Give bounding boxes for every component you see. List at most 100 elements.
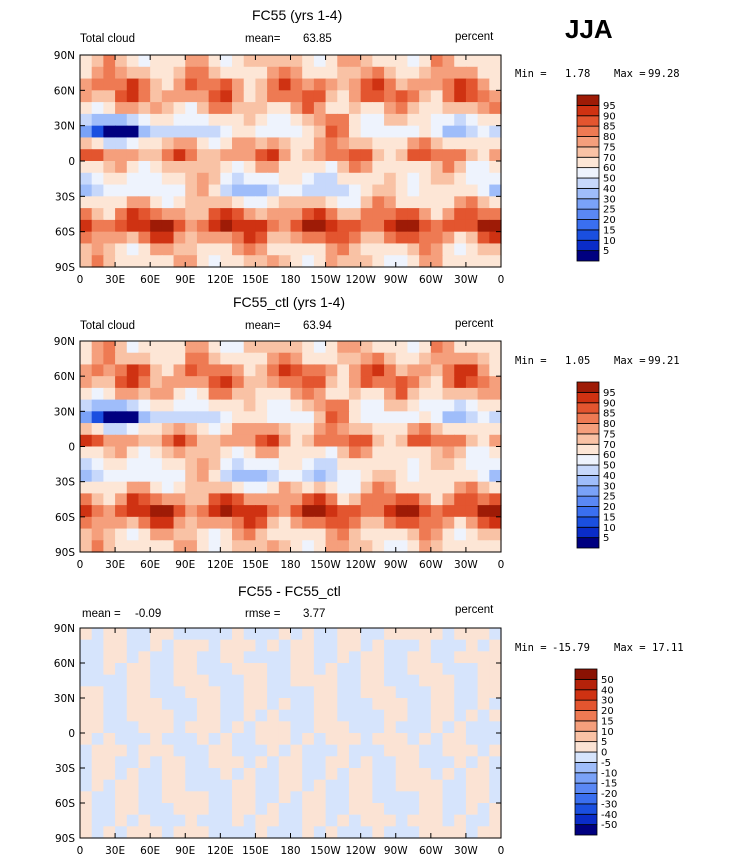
field-cell <box>161 826 175 839</box>
field-cell <box>419 243 432 256</box>
field-cell <box>126 686 140 699</box>
field-cell <box>161 721 175 734</box>
field-cell <box>115 709 128 722</box>
field-cell <box>313 674 327 687</box>
field-cell <box>477 411 490 424</box>
field-cell <box>419 674 432 687</box>
field-cell <box>150 399 163 412</box>
field-cell <box>419 66 432 80</box>
panel-1-min-value: 1.78 <box>565 68 591 80</box>
field-cell <box>80 469 93 483</box>
field-cell <box>103 376 116 389</box>
field-cell <box>313 516 327 530</box>
field-cell <box>337 387 350 401</box>
field-cell <box>208 663 221 676</box>
field-cell <box>161 208 175 221</box>
field-cell <box>419 125 432 139</box>
field-cell <box>477 399 490 412</box>
field-cell <box>115 803 128 816</box>
field-cell <box>407 243 420 256</box>
field-cell <box>477 66 490 80</box>
y-tick-label: 90S <box>55 833 75 845</box>
field-cell <box>243 698 257 711</box>
field-cell <box>196 243 210 256</box>
colorbar-label: 70 <box>603 440 616 451</box>
field-cell <box>208 493 221 506</box>
field-cell <box>337 814 350 827</box>
field-cell <box>360 399 373 412</box>
field-cell <box>185 768 198 781</box>
field-cell <box>161 628 175 641</box>
field-cell <box>103 481 116 494</box>
field-cell <box>313 423 327 436</box>
field-cell <box>407 102 420 115</box>
field-cell <box>454 803 467 816</box>
field-cell <box>115 791 128 804</box>
field-cell <box>173 376 186 389</box>
field-cell <box>255 803 268 816</box>
field-cell <box>489 651 502 664</box>
field-cell <box>384 651 397 664</box>
field-cell <box>454 698 467 711</box>
field-cell <box>313 352 327 366</box>
field-cell <box>302 78 315 91</box>
field-cell <box>80 341 93 354</box>
field-cell <box>313 721 327 734</box>
field-cell <box>313 102 327 115</box>
field-cell <box>220 628 233 641</box>
field-cell <box>325 733 338 746</box>
field-cell <box>196 709 210 722</box>
field-cell <box>325 231 338 245</box>
field-cell <box>220 125 233 139</box>
x-tick-label: 120E <box>207 274 234 286</box>
field-cell <box>313 387 327 401</box>
field-cell <box>290 399 303 412</box>
field-cell <box>103 102 116 115</box>
field-cell <box>489 90 502 103</box>
field-cell <box>360 364 373 377</box>
field-cell <box>325 686 338 699</box>
field-cell <box>150 628 163 641</box>
field-cell <box>477 686 490 699</box>
field-cell <box>454 779 467 792</box>
field-cell <box>185 756 198 769</box>
field-cell <box>126 90 140 103</box>
field-cell <box>325 423 338 436</box>
field-cell <box>161 674 175 687</box>
field-cell <box>489 469 502 483</box>
field-cell <box>232 90 245 103</box>
field-cell <box>348 341 362 354</box>
field-cell <box>395 686 409 699</box>
field-cell <box>325 791 338 804</box>
field-cell <box>395 469 409 483</box>
field-cell <box>454 628 467 641</box>
field-cell <box>80 208 93 221</box>
field-cell <box>489 208 502 221</box>
field-cell <box>196 376 210 389</box>
field-cell <box>454 826 467 839</box>
field-cell <box>243 434 257 448</box>
field-cell <box>454 651 467 664</box>
field-cell <box>150 90 163 103</box>
field-cell <box>442 55 455 68</box>
field-cell <box>161 663 175 676</box>
field-cell <box>360 826 373 839</box>
field-cell <box>430 137 444 150</box>
colorbar-label: 90 <box>603 398 616 409</box>
colorbar-label: 95 <box>603 101 616 112</box>
field-cell <box>126 184 140 197</box>
field-cell <box>395 208 409 221</box>
field-cell <box>477 516 490 530</box>
field-cell <box>255 149 268 162</box>
field-cell <box>360 674 373 687</box>
field-cell <box>267 90 280 103</box>
field-cell <box>173 423 186 436</box>
field-cell <box>348 55 362 68</box>
field-cell <box>91 674 104 687</box>
field-cell <box>290 469 303 483</box>
field-cell <box>302 709 315 722</box>
field-cell <box>232 791 245 804</box>
field-cell <box>80 639 93 652</box>
field-cell <box>232 125 245 139</box>
field-cell <box>255 219 268 233</box>
